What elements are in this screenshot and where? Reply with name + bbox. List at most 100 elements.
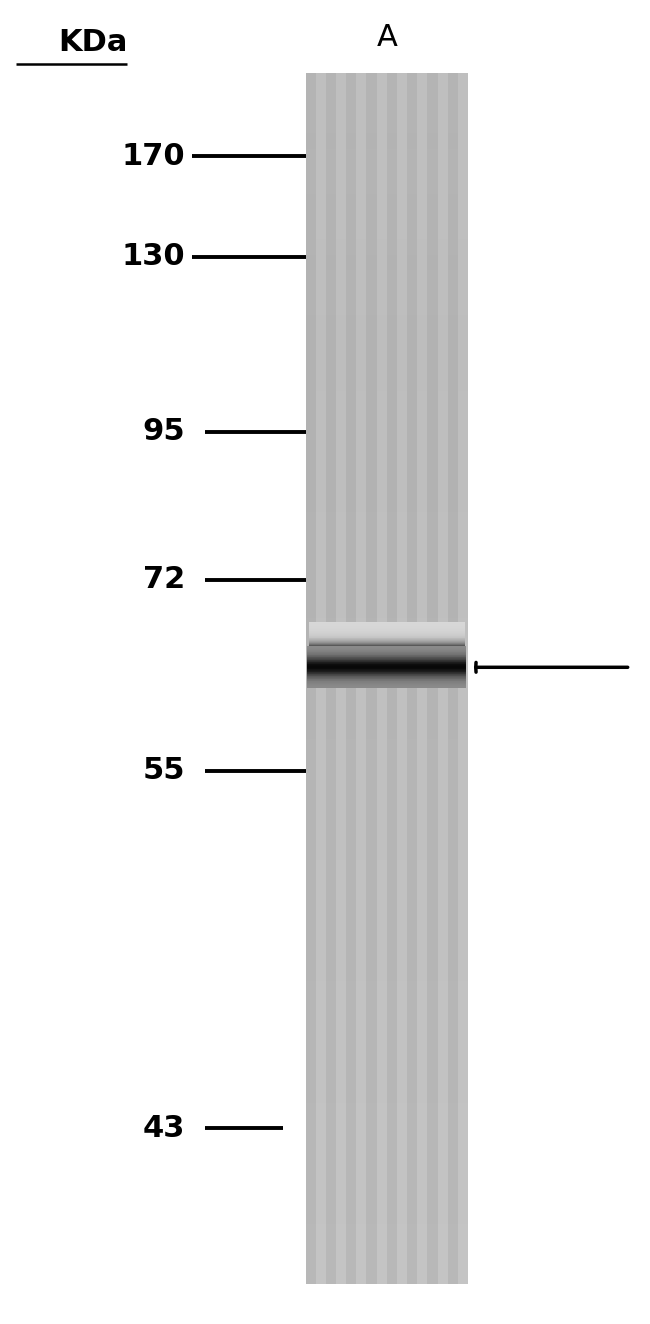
Bar — [306, 981, 468, 997]
Bar — [306, 694, 468, 708]
Bar — [306, 376, 468, 391]
Bar — [306, 360, 468, 376]
Bar — [306, 148, 468, 164]
Bar — [306, 708, 468, 724]
Bar — [306, 496, 468, 512]
Bar — [306, 1027, 468, 1042]
Bar — [306, 1042, 468, 1057]
Bar — [306, 330, 468, 346]
Bar — [306, 1239, 468, 1254]
Bar — [306, 451, 468, 466]
Bar — [306, 301, 468, 315]
Bar — [397, 73, 407, 1284]
Bar — [306, 1072, 468, 1087]
Bar — [306, 391, 468, 406]
Text: 170: 170 — [122, 142, 185, 171]
Bar — [306, 421, 468, 437]
Bar — [448, 73, 458, 1284]
Bar — [306, 254, 468, 270]
Bar — [306, 285, 468, 301]
Bar — [306, 87, 468, 103]
Text: 55: 55 — [143, 756, 185, 785]
Bar — [306, 557, 468, 572]
Bar — [387, 73, 397, 1284]
Bar — [356, 73, 367, 1284]
Bar — [306, 73, 468, 87]
Bar — [306, 936, 468, 951]
Bar — [306, 118, 468, 134]
Bar — [407, 73, 417, 1284]
Bar — [306, 195, 468, 209]
Bar — [306, 1223, 468, 1239]
Bar — [336, 73, 346, 1284]
Bar — [306, 967, 468, 981]
Bar — [306, 755, 468, 769]
Bar — [306, 800, 468, 814]
Bar — [306, 209, 468, 224]
Bar — [306, 845, 468, 861]
Bar — [306, 466, 468, 482]
Bar — [306, 588, 468, 602]
Bar — [306, 512, 468, 527]
Bar — [417, 73, 428, 1284]
Bar — [306, 543, 468, 557]
Bar — [306, 602, 468, 618]
Text: KDa: KDa — [58, 28, 128, 57]
Bar — [306, 270, 468, 285]
Bar — [306, 118, 468, 134]
Bar — [306, 73, 468, 87]
Bar — [306, 997, 468, 1012]
Bar — [306, 1254, 468, 1270]
Bar — [306, 134, 468, 148]
Bar — [306, 346, 468, 360]
Bar — [306, 769, 468, 785]
Bar — [306, 148, 468, 164]
Bar — [306, 270, 468, 285]
Bar — [428, 73, 437, 1284]
Bar — [306, 679, 468, 694]
Bar — [306, 73, 316, 1284]
Bar — [306, 649, 468, 663]
Bar — [306, 315, 468, 330]
Bar — [306, 134, 468, 148]
Bar — [306, 224, 468, 240]
Bar — [306, 406, 468, 421]
Bar — [306, 1103, 468, 1117]
Bar — [306, 179, 468, 195]
Text: 72: 72 — [143, 565, 185, 594]
Bar — [306, 240, 468, 254]
Bar — [306, 906, 468, 922]
Bar — [306, 1057, 468, 1072]
Bar — [437, 73, 448, 1284]
Bar — [306, 164, 468, 179]
Bar — [306, 1209, 468, 1223]
Bar — [306, 875, 468, 891]
Bar — [306, 1117, 468, 1133]
Bar — [306, 1012, 468, 1027]
Bar — [306, 1193, 468, 1209]
Bar — [306, 437, 468, 451]
Bar — [306, 285, 468, 301]
Bar — [306, 195, 468, 209]
Bar — [306, 254, 468, 270]
Bar — [306, 618, 468, 633]
Bar — [306, 1178, 468, 1193]
Bar — [306, 315, 468, 330]
Bar — [306, 572, 468, 588]
Bar — [326, 73, 336, 1284]
Bar — [306, 330, 468, 346]
Bar — [306, 301, 468, 315]
Text: 95: 95 — [142, 417, 185, 446]
Bar — [306, 633, 468, 649]
Bar — [306, 224, 468, 240]
Bar — [306, 861, 468, 875]
Bar — [458, 73, 468, 1284]
Bar — [306, 830, 468, 845]
Bar — [306, 891, 468, 906]
Bar — [376, 73, 387, 1284]
Bar — [306, 785, 468, 800]
Bar — [306, 179, 468, 195]
Bar — [306, 209, 468, 224]
Bar — [306, 739, 468, 755]
Bar — [306, 663, 468, 679]
